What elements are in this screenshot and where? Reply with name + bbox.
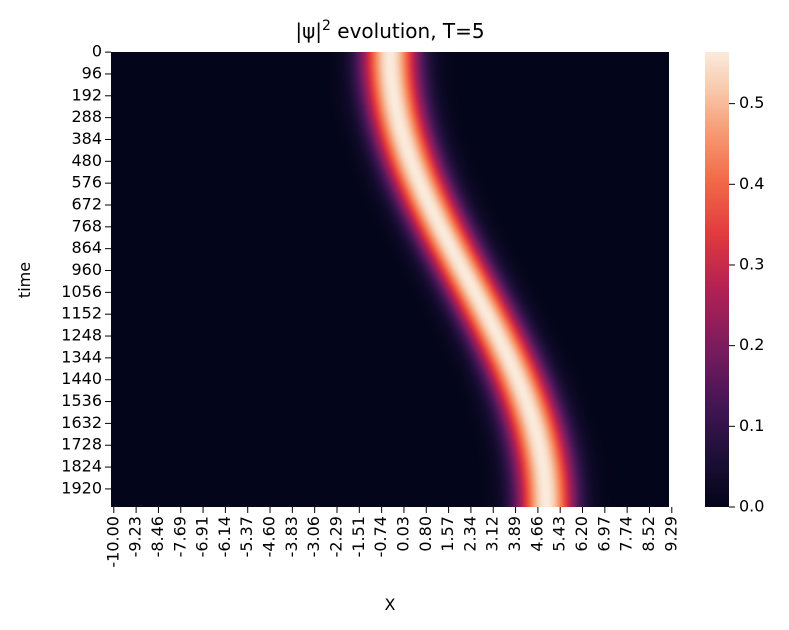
x-tick-label: -0.74 xyxy=(371,516,390,557)
x-tick-label: -7.69 xyxy=(170,516,189,557)
y-tick-label: 288 xyxy=(71,107,102,126)
y-tick-label: 96 xyxy=(82,63,102,82)
x-tick-label: 1.57 xyxy=(438,516,457,552)
x-tick-label: -5.37 xyxy=(237,516,256,557)
title-superscript: 2 xyxy=(322,18,331,34)
y-tick-label: 1344 xyxy=(61,347,102,366)
x-tick-label: 3.89 xyxy=(505,516,524,552)
y-tick-label: 1920 xyxy=(61,478,102,497)
x-tick-label: 0.03 xyxy=(393,516,412,552)
y-tick-label: 960 xyxy=(71,260,102,279)
y-tick-label: 1056 xyxy=(61,282,102,301)
x-tick-label: 5.43 xyxy=(550,516,569,552)
y-axis-ticks: 0 96 192 288 384 480 576 672 768 864 960 1056 1152 12… xyxy=(61,42,111,497)
y-tick-label: 1152 xyxy=(61,304,102,323)
heatmap-image xyxy=(111,52,669,507)
x-tick-label: 4.66 xyxy=(527,516,546,552)
y-tick-label: 672 xyxy=(71,194,102,213)
x-tick-label: -2.29 xyxy=(326,516,345,557)
y-tick-label: 1824 xyxy=(61,457,102,476)
x-tick-label: 2.34 xyxy=(460,516,479,552)
x-axis-ticks: -10.00 -9.23 -8.46 -7.69 -6.91 -6.14 -5.37 -4.6… xyxy=(103,507,680,568)
y-tick-label: 768 xyxy=(71,216,102,235)
colorbar-tick-label: 0.1 xyxy=(739,416,764,435)
x-tick-label: -3.83 xyxy=(282,516,301,557)
chart-title: |ψ|2 evolution, T=5 xyxy=(295,18,484,43)
colorbar xyxy=(705,52,729,507)
title-prefix: |ψ| xyxy=(295,19,322,43)
y-tick-label: 1728 xyxy=(61,435,102,454)
y-tick-label: 864 xyxy=(71,238,102,257)
heatmap-plot-area xyxy=(111,52,669,507)
y-tick-label: 0 xyxy=(92,42,102,61)
y-tick-label: 384 xyxy=(71,129,102,148)
x-axis-label: X xyxy=(385,595,396,614)
x-tick-label: 9.29 xyxy=(661,516,680,552)
x-tick-label: 8.52 xyxy=(639,516,658,552)
x-tick-label: -6.91 xyxy=(193,516,212,557)
colorbar-tick-label: 0.4 xyxy=(739,174,764,193)
y-axis-label: time xyxy=(15,262,34,298)
colorbar-tick-label: 0.0 xyxy=(739,497,764,516)
x-tick-label: 3.12 xyxy=(483,516,502,552)
x-tick-label: 0.80 xyxy=(416,516,435,552)
colorbar-tick-label: 0.2 xyxy=(739,335,764,354)
x-tick-label: 6.97 xyxy=(594,516,613,552)
x-tick-label: 6.20 xyxy=(572,516,591,552)
y-tick-label: 192 xyxy=(71,85,102,104)
x-tick-label: -4.60 xyxy=(260,516,279,557)
colorbar-tick-label: 0.5 xyxy=(739,93,764,112)
colorbar-tick-label: 0.3 xyxy=(739,254,764,273)
colorbar-gradient xyxy=(705,52,729,507)
y-tick-label: 1632 xyxy=(61,413,102,432)
x-tick-label: -3.06 xyxy=(304,516,323,557)
x-tick-label: -6.14 xyxy=(215,516,234,557)
x-tick-label: -9.23 xyxy=(126,516,145,557)
y-tick-label: 480 xyxy=(71,151,102,170)
y-tick-label: 1248 xyxy=(61,326,102,345)
y-tick-label: 576 xyxy=(71,173,102,192)
x-tick-label: -1.51 xyxy=(349,516,368,557)
x-tick-label: -10.00 xyxy=(103,516,122,568)
title-suffix: evolution, T=5 xyxy=(331,19,485,43)
colorbar-ticks: 0.0 0.1 0.2 0.3 0.4 0.5 xyxy=(729,93,764,516)
x-tick-label: -8.46 xyxy=(148,516,167,557)
x-tick-label: 7.74 xyxy=(617,516,636,552)
y-tick-label: 1536 xyxy=(61,391,102,410)
y-tick-label: 1440 xyxy=(61,369,102,388)
